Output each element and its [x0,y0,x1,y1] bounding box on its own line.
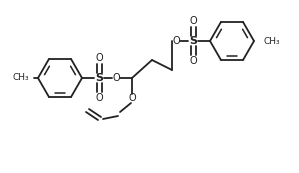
Text: O: O [172,36,180,46]
Text: CH₃: CH₃ [12,74,29,83]
Text: S: S [189,36,197,46]
Text: O: O [189,56,197,66]
Text: O: O [189,16,197,26]
Text: O: O [112,73,120,83]
Text: CH₃: CH₃ [263,37,280,45]
Text: O: O [128,93,136,103]
Text: S: S [95,73,103,83]
Text: O: O [95,93,103,103]
Text: O: O [95,53,103,63]
